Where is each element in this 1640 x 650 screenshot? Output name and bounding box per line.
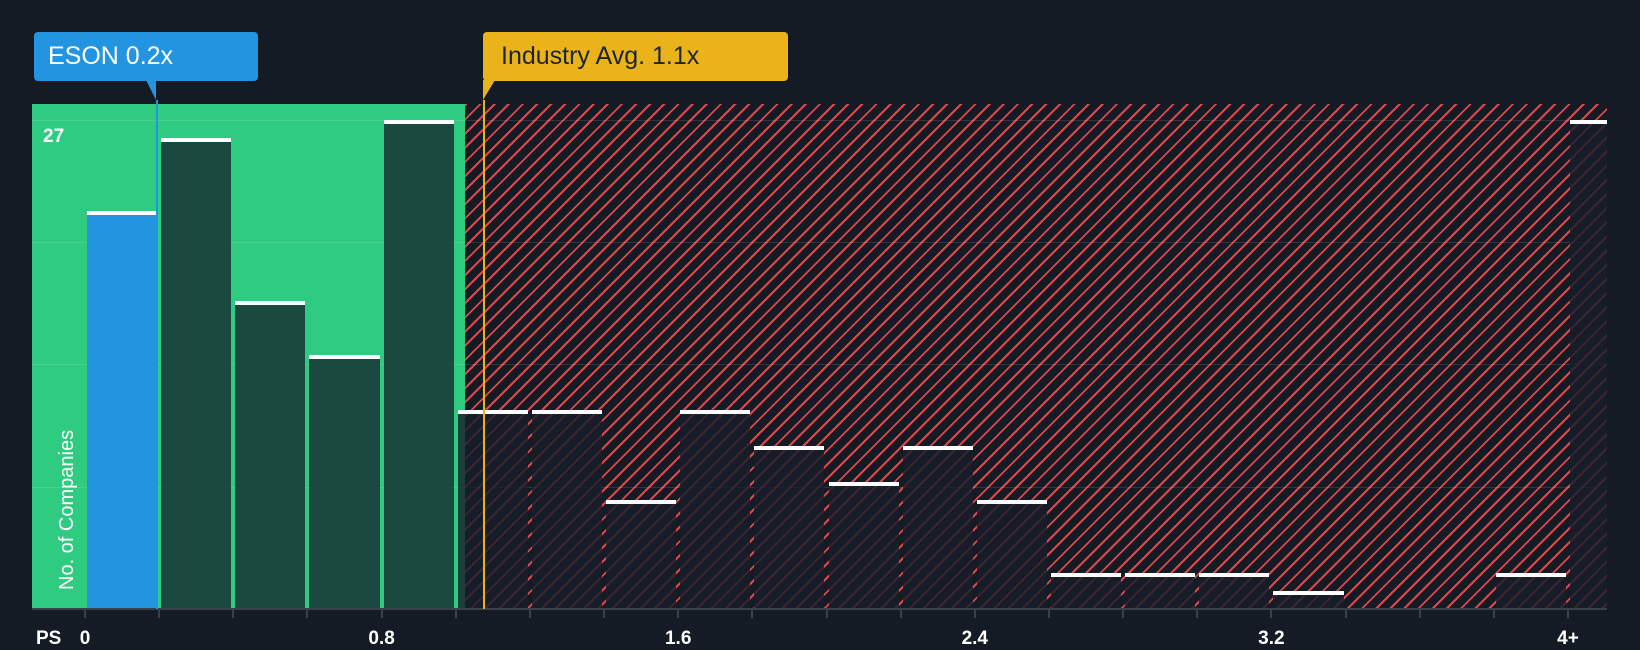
x-tick-label: 1.6 bbox=[664, 628, 692, 649]
subject-callout-pointer bbox=[146, 80, 156, 100]
x-tick bbox=[751, 610, 754, 618]
histogram-bar bbox=[902, 446, 973, 609]
gridline bbox=[32, 120, 1607, 121]
x-tick bbox=[306, 610, 309, 618]
x-tick bbox=[528, 610, 531, 618]
histogram-bar bbox=[531, 409, 603, 609]
x-tick bbox=[1122, 610, 1125, 618]
x-tick bbox=[1196, 610, 1199, 618]
industry-average-line bbox=[483, 100, 485, 609]
histogram-bar bbox=[828, 482, 899, 609]
y-max-label: 27 bbox=[43, 126, 65, 147]
x-tick bbox=[454, 610, 457, 618]
x-tick bbox=[825, 610, 828, 618]
x-tick bbox=[603, 610, 606, 618]
industry-callout: Industry Avg. 1.1x bbox=[483, 32, 788, 100]
x-tick bbox=[1567, 610, 1569, 618]
x-tick bbox=[1344, 610, 1347, 618]
histogram-bar bbox=[457, 409, 528, 609]
histogram-bar bbox=[1199, 572, 1270, 609]
x-axis-line bbox=[32, 608, 1607, 610]
histogram-bar bbox=[235, 301, 306, 609]
histogram-bar bbox=[606, 500, 677, 609]
x-tick bbox=[380, 610, 383, 618]
x-tick-label: 3.2 bbox=[1258, 628, 1285, 649]
x-tick bbox=[84, 610, 86, 618]
x-tick-label: 0 bbox=[79, 628, 91, 649]
histogram-bar bbox=[1570, 120, 1607, 609]
x-tick bbox=[1047, 610, 1050, 618]
subject-marker-line bbox=[156, 100, 158, 609]
industry-callout-label: Industry Avg. 1.1x bbox=[501, 42, 700, 70]
subject-callout: ESON 0.2x bbox=[34, 32, 258, 100]
x-tick bbox=[1270, 610, 1273, 618]
x-tick bbox=[899, 610, 902, 618]
x-tick bbox=[677, 610, 680, 618]
x-tick-label: 4+ bbox=[1557, 628, 1579, 649]
x-tick bbox=[232, 610, 235, 618]
gridline bbox=[32, 364, 1607, 365]
x-axis-prefix: PS bbox=[36, 628, 62, 649]
industry-callout-pointer bbox=[483, 80, 495, 100]
subject-bar bbox=[87, 210, 158, 609]
histogram-bar bbox=[161, 138, 232, 609]
plot-area bbox=[32, 104, 1607, 609]
subject-callout-label: ESON 0.2x bbox=[48, 42, 174, 70]
x-tick-label: 2.4 bbox=[961, 628, 989, 649]
histogram-bar bbox=[1125, 572, 1196, 609]
x-tick bbox=[1418, 610, 1421, 618]
histogram-bar bbox=[1273, 590, 1344, 609]
histogram-bar bbox=[1050, 572, 1122, 609]
x-tick bbox=[973, 610, 976, 618]
histogram-bar bbox=[976, 500, 1047, 609]
histogram-bar bbox=[680, 409, 751, 609]
x-tick bbox=[158, 610, 161, 618]
y-axis-label: No. of Companies bbox=[56, 429, 78, 590]
histogram-bar bbox=[309, 355, 380, 609]
histogram-bar bbox=[1495, 572, 1566, 609]
histogram-bar bbox=[754, 446, 825, 609]
gridline bbox=[32, 242, 1607, 243]
x-tick bbox=[1492, 610, 1495, 618]
x-tick-label: 0.8 bbox=[368, 628, 395, 649]
histogram-bar bbox=[383, 120, 454, 609]
